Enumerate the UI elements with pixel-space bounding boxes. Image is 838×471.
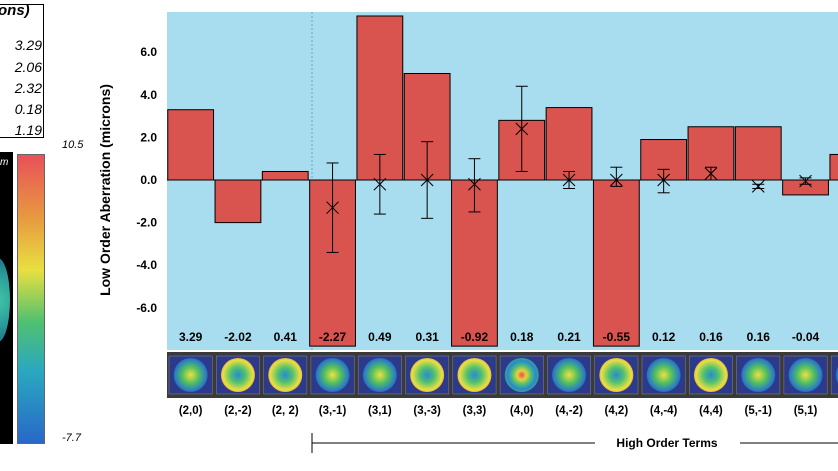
plot-background — [167, 12, 838, 350]
value-label: -0.92 — [461, 330, 489, 344]
y-tick-label: 4.0 — [140, 88, 157, 102]
mean-marker — [562, 173, 576, 187]
mean-marker — [704, 167, 718, 180]
zernike-mode-icon — [741, 358, 776, 392]
mean-marker — [420, 173, 434, 187]
color-scale-bar — [17, 154, 45, 444]
mean-marker — [799, 174, 812, 188]
value-label: 0.12 — [652, 330, 676, 344]
scale-max-label: 10.5 — [62, 139, 84, 151]
zernike-mode-icon — [504, 358, 539, 392]
y-tick-label: -4.0 — [136, 258, 157, 272]
zernike-mode-icon — [788, 358, 823, 392]
category-label: (4,4) — [699, 405, 723, 417]
category-label: (2, 2) — [272, 405, 299, 417]
zernike-mode-icon — [835, 366, 838, 384]
zernike-mode-icon — [173, 358, 208, 392]
left-panel: ons) 3.29 2.06 2.32 0.18 1.19 m — [0, 0, 48, 471]
zernike-mode-icon — [268, 358, 303, 392]
y-tick-label: 0.0 — [140, 173, 157, 187]
category-label: (2,0) — [179, 405, 203, 417]
value-label: 3.29 — [179, 330, 203, 344]
category-label: (5,-1) — [745, 405, 773, 417]
value-label: -0.04 — [792, 330, 820, 344]
rms-values-box — [0, 4, 44, 138]
high-order-terms-label: High Order Terms — [616, 436, 717, 450]
mean-marker — [657, 173, 671, 187]
value-label: 0.16 — [699, 330, 723, 344]
rms-value: 0.18 — [14, 101, 42, 117]
bar — [829, 153, 838, 181]
value-label: 0.18 — [510, 330, 534, 344]
rms-title: ons) — [0, 2, 30, 19]
value-label: 0.49 — [368, 330, 392, 344]
zernike-mode-icon — [646, 358, 681, 392]
category-label: (2,-2) — [224, 405, 252, 417]
zernike-mode-icon — [457, 358, 492, 392]
map-label: m — [0, 157, 9, 168]
mean-marker — [373, 177, 387, 191]
zernike-mode-icon — [362, 358, 397, 392]
rms-value: 1.19 — [14, 122, 42, 138]
category-label: (4,2) — [605, 405, 629, 417]
y-tick-label: 2.0 — [140, 130, 157, 144]
bar — [592, 179, 640, 347]
category-label: (4,0) — [510, 405, 534, 417]
y-tick-label: -6.0 — [136, 301, 157, 315]
category-label: (4,-2) — [555, 405, 583, 417]
value-label: -0.55 — [603, 330, 631, 344]
value-label: -2.02 — [224, 330, 252, 344]
value-label: 0.41 — [274, 330, 298, 344]
mean-marker — [326, 201, 339, 215]
bar — [167, 109, 215, 181]
zernike-mode-icon — [599, 358, 634, 392]
category-label: (3,1) — [368, 405, 392, 417]
zernike-mode-icon — [693, 358, 728, 392]
zernike-mode-icon — [315, 358, 350, 392]
rms-value: 2.06 — [14, 59, 42, 75]
category-label: (3,-3) — [413, 405, 441, 417]
category-label: (4,-4) — [650, 405, 678, 417]
wavefront-disc — [0, 258, 10, 342]
y-axis-title: Low Order Aberration (microns) — [97, 84, 113, 296]
scale-min-label: -7.7 — [62, 432, 81, 444]
zernike-mode-icon — [552, 358, 587, 392]
bar — [734, 126, 782, 181]
category-label: (3,-1) — [319, 405, 347, 417]
category-label: (5,1) — [794, 405, 818, 417]
bar — [261, 170, 309, 181]
value-label: -2.27 — [319, 330, 347, 344]
mean-marker — [468, 177, 481, 191]
rms-value: 2.32 — [14, 80, 42, 96]
zernike-mode-icon — [410, 358, 445, 392]
mean-marker — [751, 180, 765, 193]
rms-value: 3.29 — [14, 37, 42, 53]
value-label: 0.21 — [557, 330, 581, 344]
category-label: (3,3) — [463, 405, 487, 417]
bar — [545, 107, 593, 181]
mean-marker — [515, 122, 529, 136]
bar — [214, 179, 262, 224]
value-label: 0.16 — [747, 330, 771, 344]
mean-marker — [609, 173, 623, 187]
zernike-tile — [830, 355, 838, 395]
y-tick-label: 6.0 — [140, 45, 157, 59]
y-tick-label: -2.0 — [136, 216, 157, 230]
value-label: 0.31 — [415, 330, 439, 344]
zernike-mode-icon — [220, 358, 255, 392]
